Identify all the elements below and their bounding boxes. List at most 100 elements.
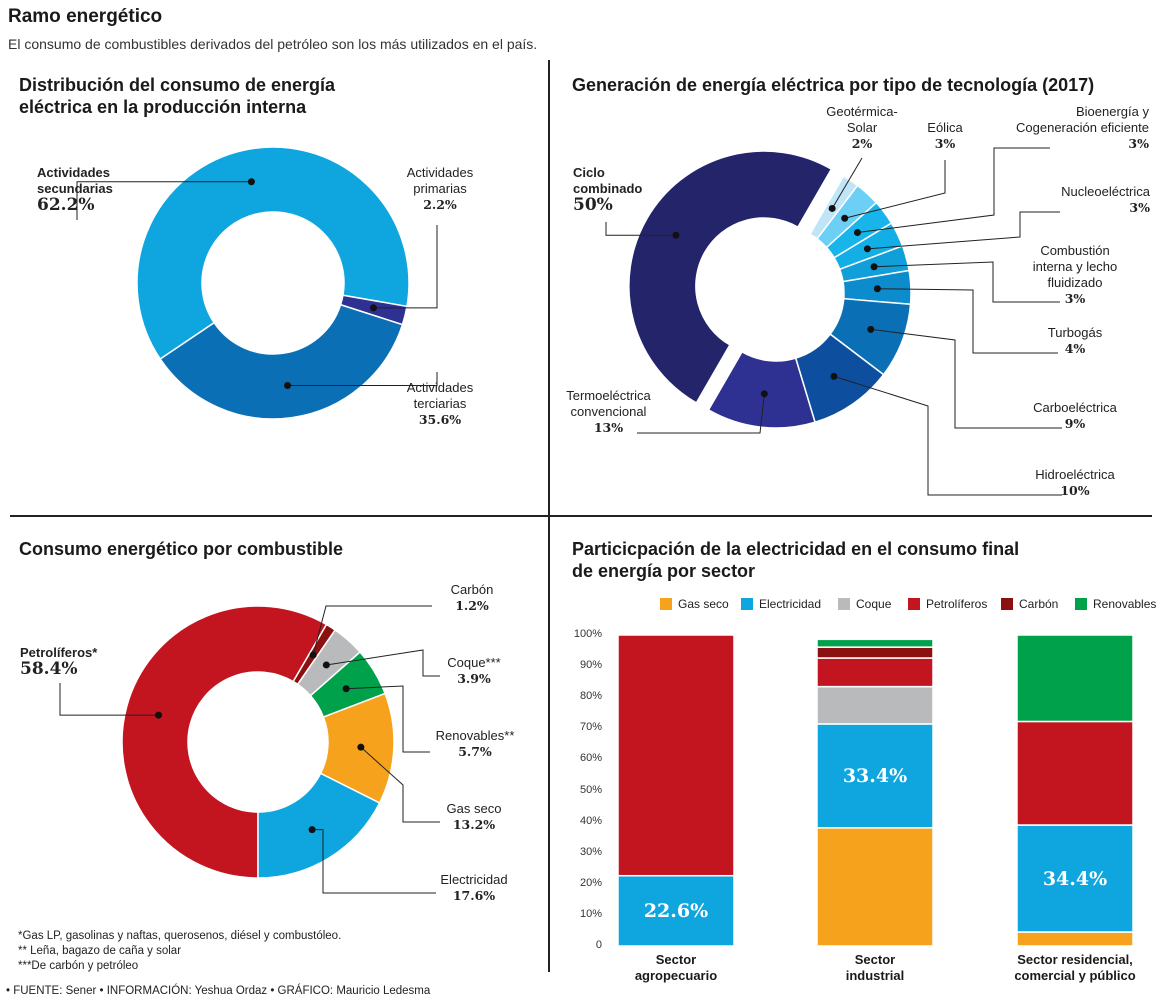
label-nucleoelectrica: Nucleoeléctrica 3% [1000,184,1150,216]
slice-value: 5.7% [458,744,492,759]
slice-value: 13% [593,420,624,435]
label-termoelectrica: Termoeléctrica convencional 13% [556,388,661,436]
slice-name: Turbogás [1047,325,1103,340]
leader-line-termo [637,393,765,434]
y-tick-label: 30% [579,845,602,858]
panel3-title: Consumo energético por combustible [19,539,344,559]
leader-line-eolica [844,160,946,219]
y-tick-label: 20% [579,876,602,889]
slice-value: 3% [1128,136,1149,151]
leader-dot-turbogas [873,285,881,293]
legend-label: Electricidad [759,597,822,611]
leader-dot-primarias [369,304,377,312]
legend-label: Coque [856,597,892,611]
slice-value: 3% [934,136,956,151]
slice-value: 10% [1060,483,1090,498]
bar-segment-renovables [1016,634,1134,723]
leader-line-turbogas [877,288,1058,354]
slice-name: Combustión interna y lecho fluidizado [1032,243,1118,290]
bar-segment-petroliferos [816,657,934,688]
y-tick-label: 0 [595,939,602,951]
leader-line-gas-seco [360,746,440,823]
footnote-1: *Gas LP, gasolinas y naftas, querosenos,… [18,930,342,942]
y-tick-label: 90% [579,659,602,672]
leader-line-bioenergia [857,147,1050,233]
y-tick-label: 50% [579,783,602,796]
label-electricidad: Electricidad 17.6% [428,872,520,904]
slice-name: Termoeléctrica convencional [566,388,651,419]
leader-line-electricidad [312,829,436,894]
slice-name: Renovables** [435,728,515,743]
leader-line-primarias [373,225,438,309]
y-tick-label: 70% [579,721,602,734]
leader-dot-secundarias [247,178,255,186]
y-tick-label: 60% [579,752,602,765]
leader-dot-gas-seco [357,743,365,751]
panel4-title: Particicpación de la electricidad en el … [572,538,1019,582]
page-title: Ramo energético [8,6,163,27]
legend-swatch [1001,598,1013,610]
legend-item-petroliferos: Petrolíferos [908,597,987,611]
slice-value: 9% [1064,416,1086,431]
panel4-title-line1: Particicpación de la electricidad en el … [572,539,1020,559]
slice-name: Actividades primarias [406,165,474,196]
leader-line-geotermica [831,157,863,209]
leader-line-coque [326,649,440,677]
label-coque: Coque*** 3.9% [432,655,516,687]
label-carboelectrica: Carboeléctrica 9% [1015,400,1135,432]
y-tick-label: 80% [579,690,602,703]
slice-name: Nucleoeléctrica [1061,184,1150,199]
leader-line-hidro [833,375,1062,496]
legend-item-gas-seco: Gas seco [660,597,729,611]
bar-data-label: 22.6% [643,899,709,922]
leader-dot-carbon [309,651,317,659]
bar-segment-gas-seco [816,827,934,947]
bar-segment-coque [816,685,934,725]
bar-segment-petroliferos [1016,720,1134,826]
donut-chart-tecnologia [628,150,912,429]
legend-item-coque: Coque [838,597,891,611]
leader-dot-bioenergia [853,228,861,236]
footnote-3: ***De carbón y petróleo [18,960,139,972]
legend-item-electricidad: Electricidad [741,597,821,611]
label-carbon: Carbón 1.2% [430,582,514,614]
label-petroliferos: Petrolíferos* 58.4% [20,645,120,678]
leader-line-nucleo [867,211,1060,250]
leader-dot-geotermica [828,204,836,212]
leader-dot-nucleo [863,245,871,253]
leader-line-carbo [870,328,1062,429]
leader-dot-carbo [867,325,875,333]
bar-data-label: 33.4% [842,764,908,787]
label-geotermica-solar: Geotérmica- Solar 2% [812,104,912,152]
slice-name: Bioenergía y Cogeneración eficiente [1016,104,1149,135]
slice-value: 50% [573,195,613,215]
leader-dot-ciclo [672,231,680,239]
leader-dot-electricidad [308,826,316,834]
leader-line-ciclo [605,222,676,236]
slice-name: Carbón [450,582,494,597]
slice-value: 13.2% [452,817,496,832]
panel4-title-line2: de energía por sector [572,561,756,581]
leader-dot-petroliferos [155,711,163,719]
slice-name: Eólica [927,120,963,135]
slice-actividades-secundarias [136,146,410,361]
slice-value: 62.2% [37,195,95,215]
x-category-label: Sector industrial [845,952,905,983]
footnotes: *Gas LP, gasolinas y naftas, querosenos,… [18,929,341,974]
donut-chart-actividades [136,146,410,420]
slice-value: 3% [1129,200,1150,215]
bar-segment-carbon [816,646,934,659]
slice-petroliferos [121,605,328,879]
source-credits: • FUENTE: Sener • INFORMACIÓN: Yeshua Or… [6,985,431,997]
leader-dot-terciarias [284,381,292,389]
leader-dot-coque [322,661,330,669]
panel2-title: Generación de energía eléctrica por tipo… [572,75,1095,95]
slice-name: Electricidad [440,872,508,887]
leader-dot-hidro [830,372,838,380]
x-category-label: Sector residencial, comercial y público [1014,952,1136,983]
leader-dot-termo [760,390,768,398]
leader-dot-eolica [841,214,849,222]
label-actividades-terciarias: Actividades terciarias 35.6% [390,380,490,428]
footnote-2: ** Leña, bagazo de caña y solar [18,945,182,957]
